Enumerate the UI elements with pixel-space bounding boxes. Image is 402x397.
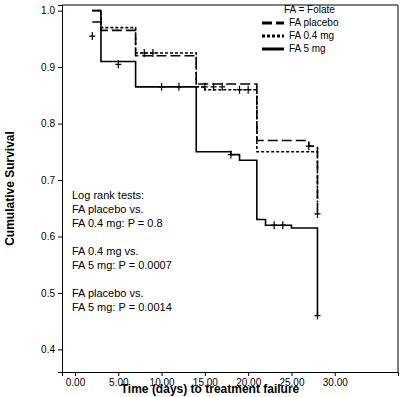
y-tick-mark bbox=[58, 293, 62, 294]
censor-mark bbox=[89, 32, 95, 40]
y-tick-label: 0.6 bbox=[41, 231, 55, 242]
frame bbox=[398, 5, 399, 372]
marks bbox=[89, 11, 320, 320]
censor-mark bbox=[245, 86, 251, 94]
x-tick-mark bbox=[162, 372, 163, 376]
annotation: Log rank tests: bbox=[72, 189, 144, 201]
x-tick-mark bbox=[248, 372, 249, 376]
annotation: FA 0.4 mg vs. bbox=[72, 245, 139, 257]
legend-title: FA = Folate bbox=[284, 4, 335, 15]
censor-mark bbox=[150, 49, 156, 57]
x-tick-mark bbox=[205, 372, 206, 376]
legend: FA = Folate FA placebo FA 0.4 mg FA 5 mg bbox=[262, 4, 339, 54]
y-tick-mark bbox=[58, 349, 62, 350]
legend-label: FA placebo bbox=[289, 17, 339, 28]
x-tick-mark bbox=[335, 372, 336, 376]
legend-label: FA 0.4 mg bbox=[289, 30, 334, 41]
y-tick-label: 1.0 bbox=[41, 5, 55, 16]
x-tick: 30.00 bbox=[323, 372, 348, 388]
censor-mark bbox=[237, 86, 243, 94]
x-tick: 0.00 bbox=[66, 372, 86, 388]
x-tick-label: 0.00 bbox=[66, 377, 86, 388]
x-axis-line bbox=[63, 373, 399, 377]
y-tick: 1.0 bbox=[41, 5, 62, 16]
frame bbox=[62, 5, 398, 6]
y-tick: 0.4 bbox=[41, 344, 62, 355]
y-tick-mark bbox=[58, 124, 62, 125]
y-axis-line bbox=[58, 6, 63, 373]
x-tick-label: 30.00 bbox=[323, 377, 348, 388]
censor-mark bbox=[306, 142, 312, 150]
plot: 0.005.0010.0015.0020.0025.0030.000.40.50… bbox=[41, 5, 398, 388]
chart: 0.005.0010.0015.0020.0025.0030.000.40.50… bbox=[0, 0, 402, 397]
legend-swatch bbox=[262, 35, 284, 38]
y-tick-label: 0.5 bbox=[41, 288, 55, 299]
x-axis-title: Time (days) to treatment failure bbox=[121, 382, 300, 396]
y-tick-label: 0.8 bbox=[41, 118, 55, 129]
y-tick-label: 0.7 bbox=[41, 175, 55, 186]
y-tick-label: 0.4 bbox=[41, 344, 55, 355]
censor-mark bbox=[141, 49, 147, 57]
y-tick-label: 0.9 bbox=[41, 62, 55, 73]
annotation: FA 5 mg: P = 0.0007 bbox=[72, 259, 172, 271]
y-tick: 0.7 bbox=[41, 175, 62, 186]
x-tick-mark bbox=[291, 372, 292, 376]
y-tick: 0.6 bbox=[41, 231, 62, 242]
censor-mark bbox=[159, 83, 165, 91]
y-tick-mark bbox=[58, 67, 62, 68]
annotation: FA 5 mg: P = 0.0014 bbox=[72, 301, 172, 313]
annotation: FA placebo vs. bbox=[72, 203, 144, 215]
y-tick: 0.8 bbox=[41, 118, 62, 129]
censor-mark bbox=[115, 60, 121, 68]
y-axis: 0.4 0.5 0.6 0.7 0.8 0.9 1.0 bbox=[41, 5, 62, 372]
y-tick: 0.5 bbox=[41, 288, 62, 299]
censor-mark bbox=[280, 221, 286, 229]
x-tick-mark bbox=[118, 372, 119, 376]
y-tick: 0.9 bbox=[41, 62, 62, 73]
y-tick-mark bbox=[58, 11, 62, 12]
x-tick-mark bbox=[75, 372, 76, 376]
censor-mark bbox=[176, 83, 182, 91]
y-axis-title: Cumulative Survival bbox=[3, 131, 17, 246]
y-tick-mark bbox=[58, 180, 62, 181]
annotation: FA 0.4 mg: P = 0.8 bbox=[72, 217, 163, 229]
censor-mark bbox=[271, 221, 277, 229]
survival-curve bbox=[92, 11, 317, 203]
annotation: FA placebo vs. bbox=[72, 287, 144, 299]
legend-swatch bbox=[262, 48, 284, 51]
legend-swatch bbox=[262, 22, 284, 25]
censor-mark bbox=[314, 312, 320, 320]
y-tick-mark bbox=[58, 236, 62, 237]
survival-curve bbox=[92, 22, 317, 214]
legend-label: FA 5 mg bbox=[289, 43, 326, 54]
censor-mark bbox=[228, 151, 234, 159]
censor-mark bbox=[314, 210, 320, 218]
